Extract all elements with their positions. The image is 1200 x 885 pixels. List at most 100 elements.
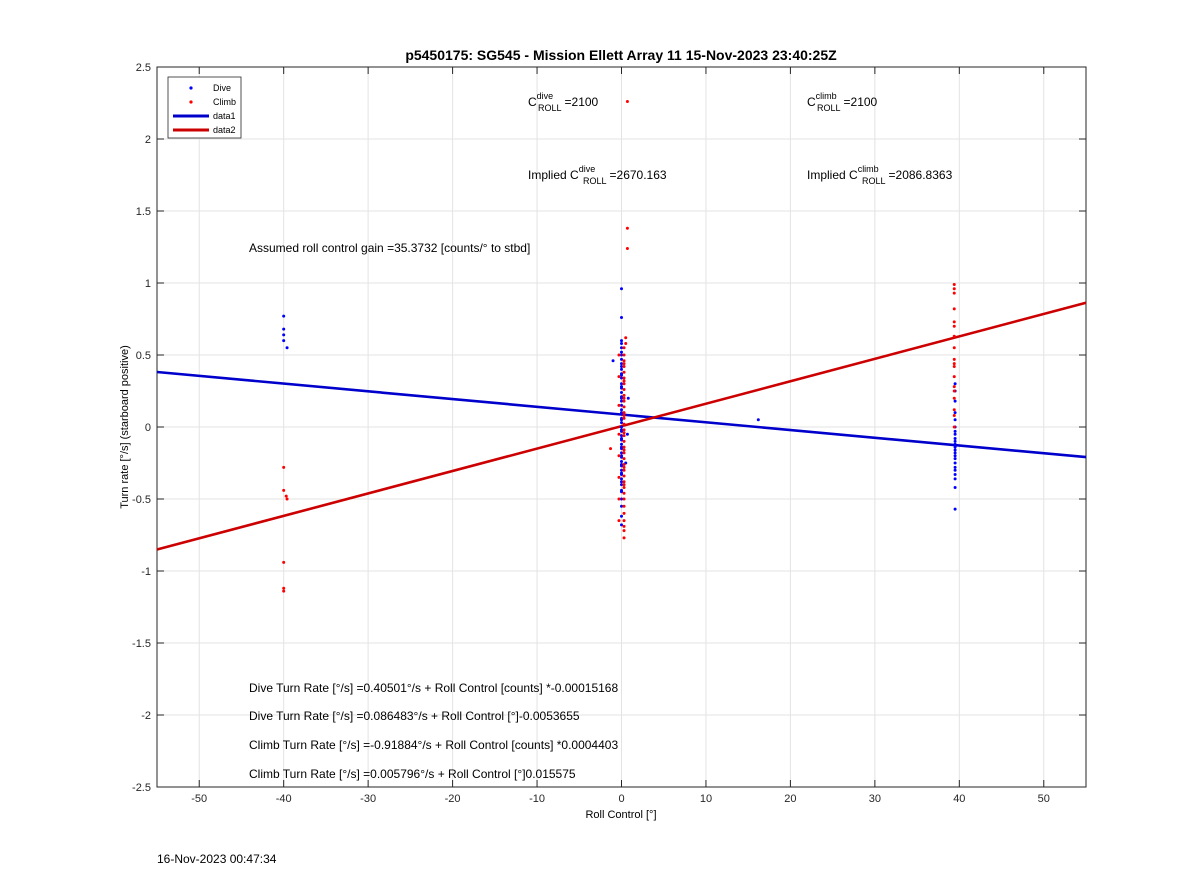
climb-point	[625, 246, 629, 250]
axis-ticks: -50 -40 -30 -20 -10 0 10 20 30 40 50-2.5-2-1.5-1-0…	[132, 62, 1086, 805]
climb-point	[622, 519, 626, 523]
dive-point	[620, 428, 623, 432]
dive-point	[620, 504, 623, 508]
climb-point	[952, 324, 956, 328]
climb-point	[282, 560, 286, 564]
climb-point	[952, 291, 956, 295]
dive-point	[620, 434, 623, 438]
climb-point	[952, 334, 956, 338]
chart-title: p5450175: SG545 - Mission Ellett Array 1…	[405, 47, 837, 63]
climb-point	[952, 346, 956, 350]
dive-point	[620, 408, 623, 412]
climb-point	[622, 379, 626, 383]
climb-equation-counts: Climb Turn Rate [°/s] =-0.91884°/s + Rol…	[249, 738, 618, 752]
x-tick-label: -30	[360, 793, 376, 805]
climb-point	[622, 362, 626, 366]
climb-point	[952, 307, 956, 311]
climb-point	[622, 359, 626, 363]
dive-point	[756, 418, 760, 422]
climb-point	[282, 586, 286, 590]
climb-point	[617, 475, 621, 479]
x-tick-label: -50	[191, 793, 207, 805]
dive-point	[620, 483, 623, 487]
legend-climb-marker	[189, 100, 193, 104]
y-tick-label: -0.5	[132, 494, 151, 506]
dive-point	[620, 373, 623, 377]
climb-point	[622, 474, 626, 478]
climb-point	[622, 457, 626, 461]
climb-point	[622, 511, 626, 515]
climb-point	[622, 399, 626, 403]
dive-point	[620, 346, 623, 350]
x-tick-label: 10	[700, 793, 712, 805]
dive-point	[620, 341, 623, 345]
x-tick-label: 20	[784, 793, 796, 805]
climb-point	[952, 375, 956, 379]
climb-point	[622, 451, 626, 455]
y-tick-label: 0.5	[136, 350, 151, 362]
y-tick-label: 1.5	[136, 206, 151, 218]
climb-point	[622, 376, 626, 380]
dive-point	[620, 442, 623, 446]
dive-point	[953, 382, 957, 386]
dive-point	[620, 411, 623, 415]
dive-point	[953, 477, 957, 481]
climb-point	[952, 408, 956, 412]
climb-point	[617, 353, 621, 357]
climb-point	[622, 388, 626, 392]
legend: Dive Climb data1 data2	[167, 76, 242, 139]
dive-point	[953, 411, 957, 415]
dive-point	[953, 507, 957, 511]
climb-point	[622, 416, 626, 420]
climb-point	[952, 365, 956, 369]
dive-point	[953, 399, 957, 403]
dive-point	[620, 350, 623, 354]
x-tick-label: 40	[953, 793, 965, 805]
x-tick-label: -40	[276, 793, 292, 805]
dive-point	[620, 399, 623, 403]
climb-point	[952, 389, 956, 393]
dive-point	[620, 365, 623, 369]
legend-dive-marker	[189, 86, 193, 90]
y-tick-label: -2.5	[132, 782, 151, 794]
climb-point	[622, 431, 626, 435]
legend-data1-label: data1	[213, 111, 236, 121]
climb-point	[622, 439, 626, 443]
climb-point	[952, 385, 956, 389]
dive-point	[620, 362, 623, 366]
x-tick-label: 50	[1038, 793, 1050, 805]
climb-equation-degrees: Climb Turn Rate [°/s] =0.005796°/s + Rol…	[249, 767, 576, 781]
x-tick-label: -20	[445, 793, 461, 805]
dive-point	[625, 432, 629, 436]
dive-point	[620, 287, 623, 291]
dive-point	[282, 327, 286, 331]
dive-point	[620, 497, 623, 501]
climb-point	[622, 524, 626, 528]
implied-climb-annotation: Implied Cclimb ROLL =2086.8363	[807, 164, 953, 186]
climb-point	[622, 413, 626, 417]
x-axis-label: Roll Control [°]	[585, 809, 656, 821]
climb-point	[617, 454, 621, 458]
dive-point	[620, 477, 623, 481]
legend-dive-label: Dive	[213, 83, 231, 93]
climb-point	[952, 357, 956, 361]
dive-point	[620, 353, 623, 357]
climb-point	[622, 405, 626, 409]
climb-point	[622, 491, 626, 495]
climb-point	[617, 403, 621, 407]
climb-point	[952, 413, 956, 417]
legend-climb-label: Climb	[213, 97, 236, 107]
climb-point	[622, 468, 626, 472]
dive-point	[620, 385, 623, 389]
dive-point	[953, 445, 957, 449]
climb-point	[952, 396, 956, 400]
climb-point	[622, 370, 626, 374]
climb-point	[622, 365, 626, 369]
y-tick-label: 2	[145, 134, 151, 146]
footer-timestamp: 16-Nov-2023 00:47:34	[157, 852, 277, 866]
x-tick-label: -10	[529, 793, 545, 805]
y-tick-label: -1	[141, 566, 151, 578]
climb-point	[624, 341, 628, 345]
dive-point	[620, 514, 623, 518]
climb-point	[282, 589, 286, 593]
